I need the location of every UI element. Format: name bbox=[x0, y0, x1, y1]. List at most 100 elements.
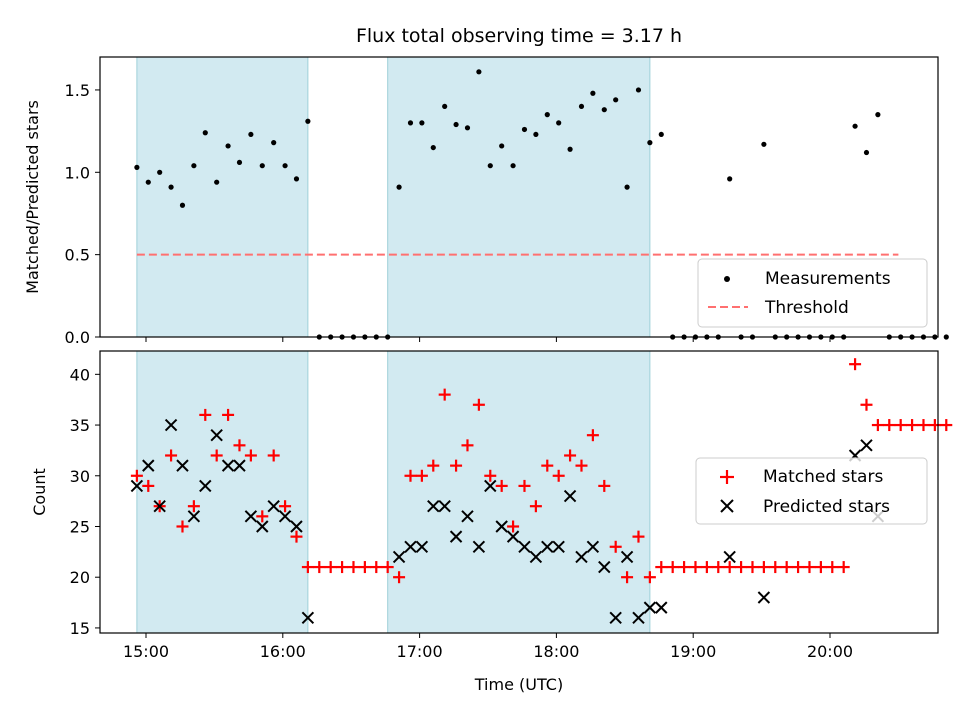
measurement-point-0 bbox=[134, 164, 140, 170]
matched-point-4 bbox=[176, 520, 189, 533]
measurement-point-8 bbox=[225, 143, 231, 149]
matched-point-37 bbox=[552, 469, 565, 482]
measurement-point-46 bbox=[658, 131, 664, 138]
matched-point-21 bbox=[370, 561, 383, 574]
legend-matched-marker bbox=[720, 470, 734, 484]
matched-point-35 bbox=[529, 500, 542, 513]
measurement-point-10 bbox=[248, 131, 254, 138]
bottom-ytick-label-5: 40 bbox=[70, 365, 90, 384]
chart-title: Flux total observing time = 3.17 h bbox=[356, 25, 682, 47]
matched-point-68 bbox=[906, 419, 919, 432]
measurement-point-11 bbox=[259, 163, 265, 169]
matched-point-33 bbox=[507, 520, 520, 533]
top-y-ticks: 0.0 0.5 1.0 1.5 bbox=[65, 81, 100, 347]
predicted-point-29 bbox=[541, 540, 554, 553]
matched-point-27 bbox=[438, 388, 451, 401]
measurement-point-64 bbox=[863, 149, 870, 156]
bottom-xtick-label-3: 18:00 bbox=[533, 642, 579, 661]
top-ytick-label-2: 1.0 bbox=[65, 163, 90, 182]
measurement-point-36 bbox=[544, 112, 550, 118]
measurement-point-7 bbox=[214, 179, 220, 185]
top-axes-frame bbox=[99, 56, 939, 338]
measurements-series bbox=[134, 69, 949, 340]
matched-point-70 bbox=[928, 419, 941, 432]
matched-point-25 bbox=[415, 469, 428, 482]
predicted-point-31 bbox=[563, 489, 577, 503]
measurement-point-35 bbox=[533, 131, 539, 138]
predicted-point-24 bbox=[484, 479, 497, 493]
predicted-point-14 bbox=[290, 520, 303, 533]
matched-point-62 bbox=[837, 561, 850, 574]
matched-point-48 bbox=[678, 561, 691, 574]
matched-point-67 bbox=[894, 419, 907, 432]
measurement-point-4 bbox=[179, 202, 186, 208]
matched-point-30 bbox=[472, 398, 485, 411]
measurement-point-42 bbox=[613, 97, 619, 103]
matched-point-32 bbox=[495, 479, 508, 492]
measurement-point-65 bbox=[875, 112, 881, 118]
bottom-xtick-label-0: 15:00 bbox=[123, 642, 169, 661]
bottom-legend: Matched stars Predicted stars bbox=[695, 457, 928, 525]
predicted-point-40 bbox=[723, 550, 736, 564]
bottom-xtick-label-4: 19:00 bbox=[670, 642, 716, 661]
matched-point-28 bbox=[450, 459, 463, 472]
predicted-point-37 bbox=[632, 611, 645, 624]
top-ytick-label-1: 0.5 bbox=[65, 246, 90, 265]
measurement-point-12 bbox=[271, 140, 277, 146]
measurement-point-6 bbox=[202, 130, 208, 136]
predicted-point-12 bbox=[267, 499, 280, 513]
measurement-point-32 bbox=[499, 143, 505, 149]
predicted-point-41 bbox=[757, 591, 771, 604]
measurement-point-23 bbox=[396, 184, 402, 190]
matched-point-31 bbox=[484, 469, 497, 482]
predicted-point-7 bbox=[210, 428, 223, 442]
matched-point-53 bbox=[735, 561, 748, 574]
predicted-point-5 bbox=[187, 510, 201, 523]
matched-point-22 bbox=[381, 561, 394, 574]
observing-window-bottom-1 bbox=[387, 350, 651, 634]
matched-point-5 bbox=[187, 500, 200, 513]
bottom-x-ticks: 15:00 16:00 17:00 18:00 19:00 20:00 bbox=[123, 633, 853, 661]
top-observing-windows bbox=[136, 56, 651, 338]
predicted-point-10 bbox=[244, 510, 258, 523]
legend-measurements-label: Measurements bbox=[765, 269, 891, 289]
bottom-xtick-label-1: 16:00 bbox=[260, 642, 306, 661]
observing-window-bottom-0 bbox=[136, 350, 309, 634]
predicted-point-23 bbox=[472, 540, 486, 553]
matched-point-43 bbox=[621, 571, 634, 584]
bottom-xtick-label-2: 17:00 bbox=[397, 642, 443, 661]
matched-point-47 bbox=[666, 561, 679, 574]
measurement-point-41 bbox=[601, 107, 607, 113]
predicted-point-18 bbox=[415, 540, 429, 553]
matched-point-63 bbox=[849, 358, 862, 371]
predicted-point-15 bbox=[301, 611, 315, 624]
measurement-point-25 bbox=[419, 120, 425, 126]
predicted-point-8 bbox=[221, 459, 235, 472]
predicted-point-26 bbox=[506, 530, 520, 543]
measurement-point-1 bbox=[145, 179, 151, 185]
matched-point-46 bbox=[655, 561, 668, 574]
predicted-point-35 bbox=[609, 611, 622, 624]
bottom-x-axis-label: Time (UTC) bbox=[474, 675, 563, 694]
measurement-point-43 bbox=[624, 184, 630, 190]
bottom-ytick-label-3: 30 bbox=[70, 467, 90, 486]
measurement-point-26 bbox=[430, 144, 436, 151]
predicted-point-16 bbox=[392, 550, 406, 564]
measurement-point-24 bbox=[407, 120, 414, 126]
top-ytick-label-3: 1.5 bbox=[65, 81, 90, 100]
matched-point-26 bbox=[427, 459, 440, 472]
top-x-ticks bbox=[145, 337, 831, 342]
measurement-point-33 bbox=[510, 163, 516, 169]
bottom-ytick-label-1: 20 bbox=[70, 568, 90, 587]
predicted-point-19 bbox=[427, 499, 440, 513]
predicted-point-20 bbox=[438, 499, 451, 513]
legend-matched-label: Matched stars bbox=[763, 467, 883, 487]
measurement-point-52 bbox=[727, 176, 733, 182]
matched-point-24 bbox=[404, 469, 417, 482]
matched-point-50 bbox=[700, 561, 713, 574]
measurement-point-55 bbox=[761, 141, 767, 147]
predicted-point-39 bbox=[655, 601, 668, 614]
bottom-ytick-label-2: 25 bbox=[70, 517, 90, 536]
matched-point-54 bbox=[746, 561, 759, 574]
measurement-point-63 bbox=[852, 123, 858, 129]
